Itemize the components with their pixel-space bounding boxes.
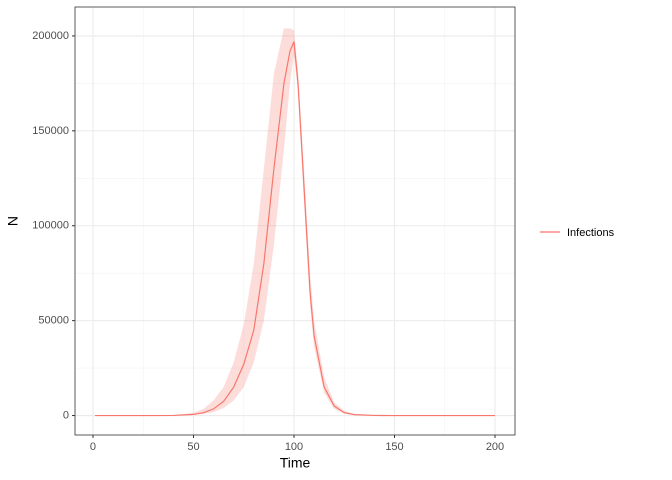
line — [95, 41, 495, 417]
legend-label: Infections — [567, 227, 615, 239]
x-tick-label: 150 — [385, 441, 403, 453]
y-tick-label: 200000 — [32, 30, 69, 42]
x-axis-title: Time — [280, 455, 311, 471]
x-tick-label: 0 — [90, 441, 96, 453]
x-tick-label: 50 — [187, 441, 199, 453]
x-tick-label: 200 — [486, 441, 504, 453]
y-tick-label: 0 — [63, 409, 69, 421]
y-tick-label: 150000 — [32, 125, 69, 137]
panel-border — [74, 6, 516, 436]
y-axis-title: N — [5, 216, 21, 226]
x-tick-label: 100 — [285, 441, 303, 453]
y-tick-label: 100000 — [32, 220, 69, 232]
y-tick-label: 50000 — [38, 315, 69, 327]
